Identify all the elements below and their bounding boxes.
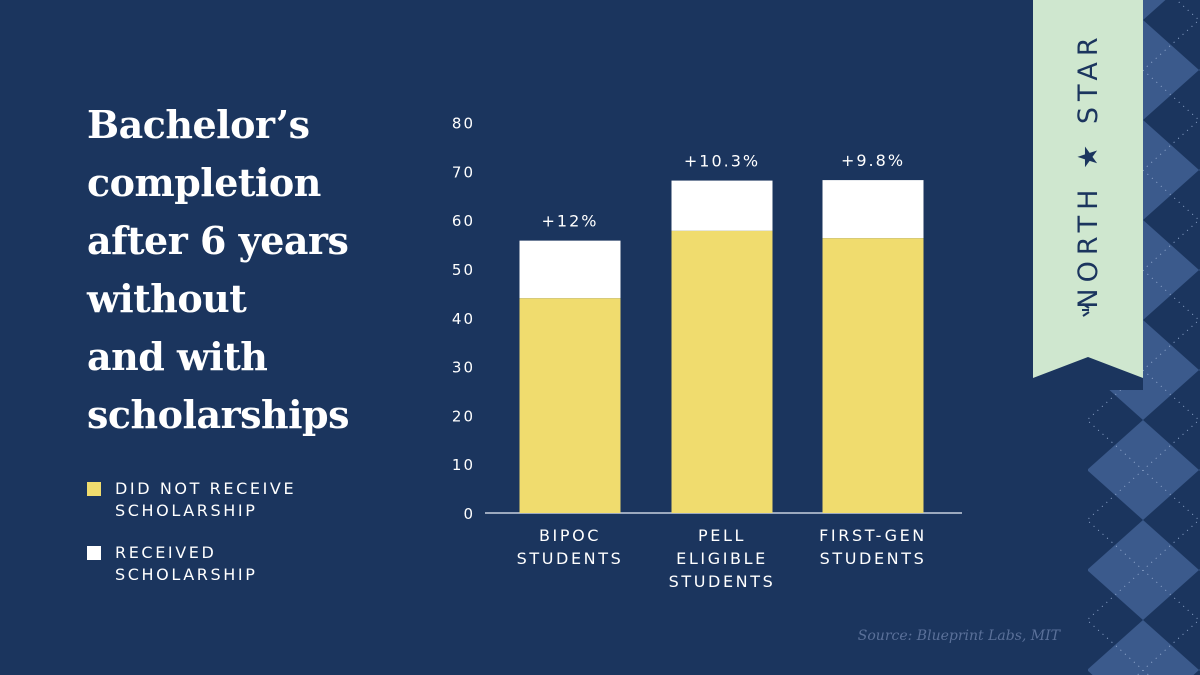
y-tick-label: 40 bbox=[452, 310, 475, 328]
x-tick-label: STUDENTS bbox=[517, 549, 624, 568]
bar-not-received-scholarship bbox=[519, 298, 621, 513]
data-label: +12% bbox=[542, 212, 599, 231]
x-tick-label: ELIGIBLE bbox=[676, 549, 768, 568]
x-tick-label: BIPOC bbox=[539, 526, 601, 545]
y-tick-label: 70 bbox=[452, 163, 475, 181]
title-line: scholarships bbox=[87, 392, 350, 437]
legend-item-not-received: DID NOT RECEIVE SCHOLARSHIP bbox=[87, 478, 355, 522]
y-tick-label: 50 bbox=[452, 261, 475, 279]
x-tick-label: PELL bbox=[698, 526, 746, 545]
legend-label: RECEIVED SCHOLARSHIP bbox=[115, 543, 258, 584]
source-note: Source: Blueprint Labs, MIT bbox=[857, 628, 1060, 644]
legend-item-received: RECEIVED SCHOLARSHIP bbox=[87, 542, 355, 586]
legend-swatch bbox=[87, 482, 101, 496]
legend-label: DID NOT RECEIVE SCHOLARSHIP bbox=[115, 479, 297, 520]
x-tick-label: STUDENTS bbox=[820, 549, 927, 568]
bar-received-scholarship bbox=[822, 180, 924, 239]
badge-text: NORTH ★ STAR bbox=[1073, 31, 1104, 308]
data-label: +10.3% bbox=[684, 152, 760, 171]
data-label: +9.8% bbox=[841, 151, 905, 170]
title-line: without bbox=[87, 276, 247, 321]
legend: DID NOT RECEIVE SCHOLARSHIP RECEIVED SCH… bbox=[87, 478, 355, 606]
y-tick-label: 80 bbox=[452, 115, 475, 133]
title-line: and with bbox=[87, 334, 268, 379]
y-tick-label: 10 bbox=[452, 456, 475, 474]
sunburst-icon bbox=[1082, 303, 1090, 317]
y-tick-label: 60 bbox=[452, 212, 475, 230]
chart-title: Bachelor’s completion after 6 years without… bbox=[87, 96, 417, 444]
bar-not-received-scholarship bbox=[822, 238, 924, 514]
title-line: completion bbox=[87, 160, 321, 205]
bar-received-scholarship bbox=[519, 240, 621, 299]
bar-received-scholarship bbox=[671, 180, 773, 231]
title-line: after 6 years bbox=[87, 218, 349, 263]
title-line: Bachelor’s bbox=[87, 102, 310, 147]
y-tick-label: 20 bbox=[452, 407, 475, 425]
north-star-ribbon: NORTH ★ STAR bbox=[1033, 0, 1143, 378]
legend-swatch bbox=[87, 546, 101, 560]
x-tick-label: STUDENTS bbox=[669, 572, 776, 591]
y-tick-label: 30 bbox=[452, 359, 475, 377]
y-tick-label: 0 bbox=[463, 505, 475, 523]
bar-not-received-scholarship bbox=[671, 230, 773, 513]
x-tick-label: FIRST-GEN bbox=[819, 526, 927, 545]
